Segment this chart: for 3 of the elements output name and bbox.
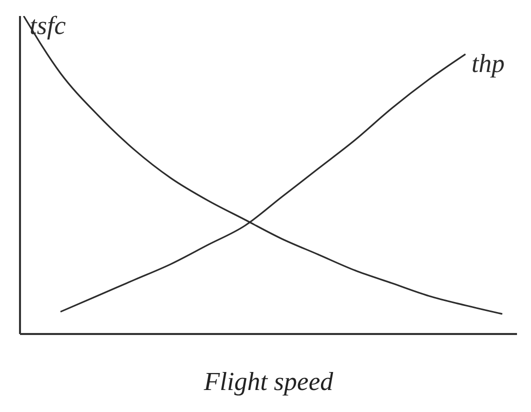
series-label: thp (471, 49, 505, 78)
series-label: tsfc (30, 11, 66, 40)
x-axis-title: Flight speed (202, 367, 334, 396)
